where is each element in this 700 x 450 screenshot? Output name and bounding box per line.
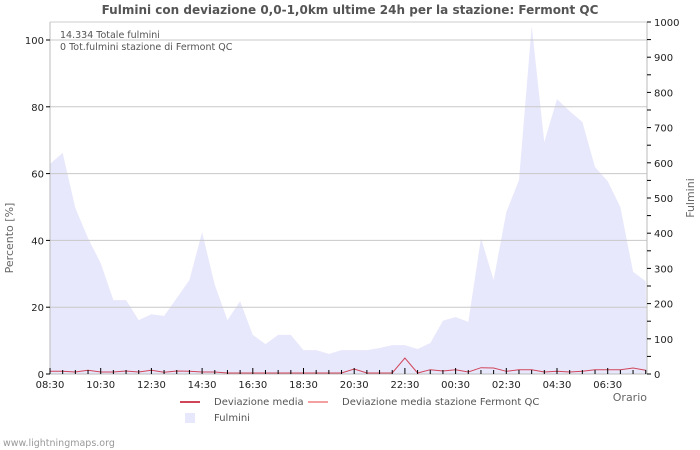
svg-text:200: 200 xyxy=(654,300,673,311)
svg-text:100: 100 xyxy=(25,36,44,47)
svg-text:40: 40 xyxy=(31,236,44,247)
svg-text:18:30: 18:30 xyxy=(289,380,318,391)
svg-text:80: 80 xyxy=(31,103,44,114)
svg-text:700: 700 xyxy=(654,124,673,135)
svg-text:20: 20 xyxy=(31,303,44,314)
svg-text:0: 0 xyxy=(654,370,660,381)
legend-swatch-area xyxy=(185,413,195,423)
x-axis: 08:30 10:30 12:30 14:30 16:30 18:30 20:30 22:30… xyxy=(36,368,647,391)
svg-text:500: 500 xyxy=(654,194,673,205)
svg-text:300: 300 xyxy=(654,264,673,275)
legend-label: Deviazione media xyxy=(214,397,304,408)
svg-text:22:30: 22:30 xyxy=(390,380,419,391)
legend-swatch-line xyxy=(308,401,328,403)
svg-text:20:30: 20:30 xyxy=(340,380,369,391)
svg-text:400: 400 xyxy=(654,229,673,240)
x-axis-title: Orario xyxy=(613,391,648,404)
gridlines xyxy=(50,39,647,308)
svg-text:08:30: 08:30 xyxy=(36,380,65,391)
svg-text:1000: 1000 xyxy=(654,18,679,29)
right-axis-title: Fulmini xyxy=(684,178,697,218)
svg-text:00:30: 00:30 xyxy=(441,380,470,391)
svg-text:0: 0 xyxy=(38,370,44,381)
total-strikes-label: 14.334 Totale fulmini xyxy=(60,30,160,41)
svg-text:02:30: 02:30 xyxy=(492,380,521,391)
legend-label: Deviazione media stazione Fermont QC xyxy=(342,397,540,408)
legend-label: Fulmini xyxy=(214,413,250,424)
svg-text:900: 900 xyxy=(654,53,673,64)
svg-text:14:30: 14:30 xyxy=(188,380,217,391)
svg-text:04:30: 04:30 xyxy=(543,380,572,391)
site-credit: www.lightningmaps.org xyxy=(3,438,115,449)
svg-text:06:30: 06:30 xyxy=(593,380,622,391)
svg-text:16:30: 16:30 xyxy=(238,380,267,391)
left-axis-title: Percento [%] xyxy=(3,203,16,274)
legend-item-deviazione-stazione: Deviazione media stazione Fermont QC xyxy=(308,397,539,408)
svg-text:100: 100 xyxy=(654,335,673,346)
right-axis: 0 100 200 300 400 500 600 700 800 900 1000 xyxy=(647,18,679,381)
svg-text:12:30: 12:30 xyxy=(137,380,166,391)
svg-text:600: 600 xyxy=(654,159,673,170)
legend-swatch-line xyxy=(180,401,200,403)
legend-item-fulmini: Fulmini xyxy=(180,413,250,424)
legend-item-deviazione-media: Deviazione media xyxy=(180,397,304,408)
fulmini-area xyxy=(50,25,647,375)
chart-title: Fulmini con deviazione 0,0-1,0km ultime … xyxy=(101,3,599,17)
svg-text:800: 800 xyxy=(654,88,673,99)
svg-text:60: 60 xyxy=(31,170,44,181)
left-axis: 0 20 40 60 80 100 xyxy=(25,36,50,381)
svg-text:10:30: 10:30 xyxy=(86,380,115,391)
station-strikes-label: 0 Tot.fulmini stazione di Fermont QC xyxy=(60,42,233,53)
deviation-line xyxy=(50,357,646,374)
